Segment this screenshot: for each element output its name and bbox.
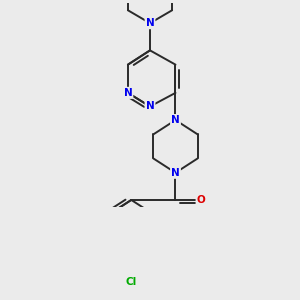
Text: Cl: Cl: [126, 277, 137, 287]
Text: N: N: [171, 115, 180, 125]
Text: N: N: [171, 168, 180, 178]
Text: N: N: [146, 101, 154, 112]
Text: N: N: [124, 88, 132, 98]
Text: O: O: [196, 195, 206, 205]
Text: N: N: [146, 18, 154, 28]
